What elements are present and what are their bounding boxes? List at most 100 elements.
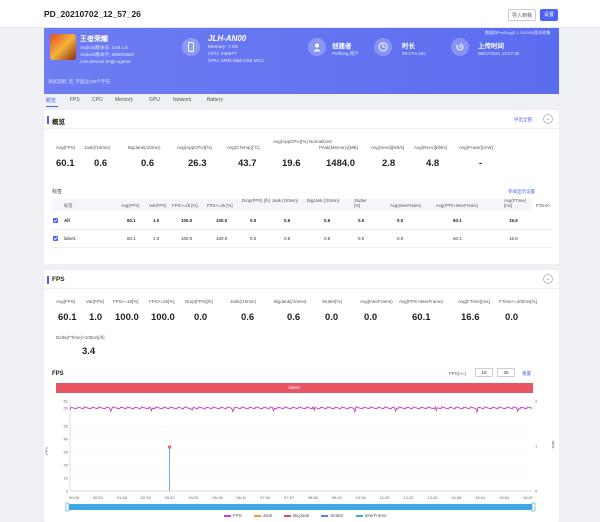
metric-label: Avg(AppCPU)[%]	[177, 145, 212, 150]
metric-value: 2.8	[382, 158, 396, 169]
tab-overview[interactable]: 概览	[46, 98, 57, 104]
legend-swatch	[284, 515, 292, 517]
range-label: FPS(>=)	[449, 371, 467, 376]
table-header[interactable]: FPS>=18 [%]	[172, 203, 198, 208]
banner-note: 数据由PerfDog(5.1.210300)版本收集	[485, 30, 551, 35]
x-tick-label: 00:00	[69, 495, 80, 500]
table-cell: 1.0	[153, 236, 160, 241]
table-header[interactable]: Var(FPS)	[149, 203, 167, 208]
checkmark-icon	[53, 219, 58, 223]
metric-value: 100.0	[151, 312, 175, 323]
x-tick-label: 00:53	[93, 495, 104, 500]
export-button[interactable]: 导入到我	[508, 9, 536, 21]
test-description[interactable]: 测试说明: 无, 不超过100个字符	[48, 79, 111, 84]
x-tick-label: 15:01	[475, 495, 486, 500]
game-icon	[50, 34, 76, 60]
tab-gpu[interactable]: GPU	[149, 97, 160, 103]
x-tick-label: 11:29	[380, 495, 390, 500]
table-header[interactable]: FPS>=25 [%]	[207, 203, 233, 208]
table-header[interactable]: FTime>	[536, 203, 551, 208]
table-header[interactable]: BigJank (/10min)	[307, 198, 340, 203]
metric-value: 60.1	[56, 158, 75, 169]
metric-label: FPS>=25[%]	[149, 299, 175, 304]
game-version-code: Android版本代: 365010603	[80, 52, 135, 57]
overview-card: 概览 导出全部 ⌄ Avg(FPS) 60.1 Jank(/10min) 0.6…	[44, 110, 559, 264]
collapse-overview-button[interactable]: ⌄	[543, 114, 553, 124]
creator-value: PerfDog 用户	[332, 51, 359, 56]
x-tick-label: 14:08	[451, 495, 462, 500]
upload-value: 06/07/2021 12:57:30	[478, 51, 520, 56]
legend-swatch	[253, 515, 261, 517]
metric-value: 1.0	[89, 312, 103, 323]
legend-item[interactable]: Jank	[253, 513, 272, 518]
legend-swatch	[224, 515, 231, 517]
table-header[interactable]: Drop(FPS) [/h]	[242, 198, 270, 203]
tab-fps[interactable]: FPS	[70, 97, 80, 103]
metric-label: Var(FPS)	[86, 299, 105, 304]
fps-range-low-input[interactable]: 18	[475, 368, 493, 377]
x-tick-label: 10:36	[356, 495, 367, 500]
tab-active-indicator	[46, 106, 58, 107]
collapse-fps-button[interactable]: ⌄	[543, 274, 553, 284]
y-tick-label-right: 2	[535, 399, 538, 404]
game-package: com.tencent.tmgp.sgame	[80, 59, 131, 64]
game-version: Android版本号: 3.65.1.6	[80, 45, 128, 50]
legend-item[interactable]: InterFrame	[355, 513, 387, 518]
metric-value: 0.6	[287, 312, 301, 323]
metric-value: 19.6	[282, 158, 301, 169]
metric-label: Jank(/10min)	[84, 145, 111, 150]
metric-label: Avg(CTemp)[°C]	[227, 145, 260, 150]
table-header[interactable]: Avg(FPS+InterFrame)	[436, 203, 479, 208]
row-checkbox[interactable]	[53, 218, 58, 223]
chart-legend: FPS Jank BigJank Stutter InterFrame	[224, 513, 399, 518]
metric-label: FTime>=100ms[%]	[499, 299, 537, 304]
table-header[interactable]: Avg(FTime) [ms]	[504, 198, 527, 208]
table-cell: 0.6	[284, 236, 291, 241]
slider-handle-right	[531, 502, 536, 512]
table-header[interactable]: Avg(InterFrame)	[390, 203, 422, 208]
row-divider	[52, 247, 552, 248]
metric-label: Avg(Recv)[KB/s]	[414, 145, 447, 150]
fps-card: FPS ⌄ Avg(FPS) 60.1 Var(FPS) 1.0 FPS>=18…	[44, 270, 559, 522]
y-tick-label: 0	[66, 489, 69, 494]
table-header[interactable]: Avg(FPS)	[121, 203, 140, 208]
jank-marker	[168, 446, 171, 448]
metric-value: 1484.0	[326, 158, 356, 169]
legend-item[interactable]: Stutter	[321, 513, 344, 518]
x-tick-label: 07:04	[260, 495, 271, 500]
overview-title: 概览	[52, 119, 65, 126]
legend-item[interactable]: FPS	[224, 513, 242, 518]
export-all-link[interactable]: 导出全部	[514, 117, 532, 122]
legend-item[interactable]: BigJank	[284, 513, 309, 518]
device-name: JLH-AN00	[208, 34, 247, 43]
phone-icon	[182, 38, 200, 56]
metric-label: FPS>=18[%]	[113, 299, 139, 304]
tab-cpu[interactable]: CPU	[92, 97, 103, 103]
reset-link[interactable]: 重置	[522, 371, 531, 376]
table-cell: All	[64, 218, 70, 223]
display-settings-link[interactable]: 参阅显示设置	[508, 189, 535, 194]
tab-network[interactable]: Network	[173, 97, 192, 103]
metric-label: Avg(AppCPU)[%] Normalized	[273, 139, 332, 144]
table-cell: 1.0	[153, 218, 160, 223]
checkmark-icon	[53, 237, 58, 241]
table-cell: 0.6	[284, 218, 291, 223]
table-header[interactable]: 标签	[64, 203, 73, 208]
fps-range-high-input[interactable]: 25	[497, 368, 515, 377]
table-header[interactable]: Jank (/10min)	[272, 198, 299, 203]
settings-button[interactable]: 设置	[540, 9, 558, 21]
table-cell: 100.0	[181, 236, 193, 241]
tab-memory[interactable]: Memory	[115, 97, 134, 103]
tab-battery[interactable]: Battery	[207, 97, 223, 103]
y-tick-label: 60	[64, 406, 69, 411]
table-cell: 0.0	[397, 218, 404, 223]
tag-label: 标签	[52, 189, 63, 195]
label-segment-bar[interactable]: label1	[56, 383, 533, 393]
metric-value: 26.3	[188, 158, 207, 169]
row-checkbox[interactable]	[53, 236, 58, 241]
table-header[interactable]: Stutter [%]	[354, 198, 367, 208]
x-tick-label: 03:32	[165, 495, 176, 500]
table-cell: 60.1	[127, 236, 136, 241]
y-tick-label: 50	[64, 424, 69, 429]
